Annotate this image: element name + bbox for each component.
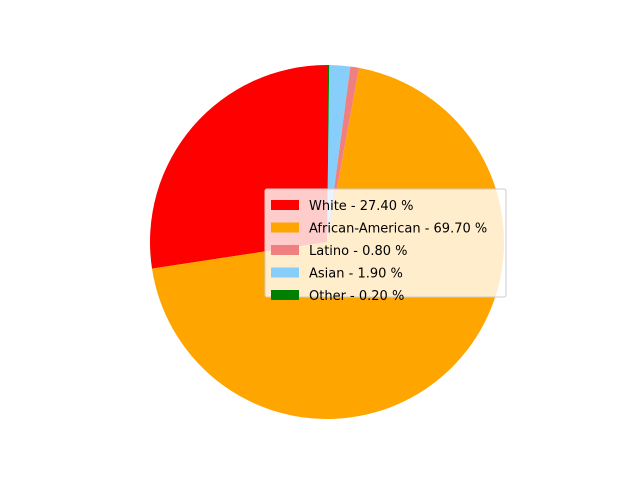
legend-swatch-african-american — [271, 222, 299, 233]
legend-label-african-american: African-American - 69.70 % — [309, 222, 487, 237]
legend: White - 27.40 % African-American - 69.70 … — [264, 188, 507, 304]
legend-swatch-other — [271, 290, 299, 300]
legend-swatch-latino — [271, 245, 299, 255]
legend-label-white: White - 27.40 % — [309, 199, 413, 214]
legend-label-latino: Latino - 0.80 % — [309, 244, 408, 259]
legend-label-asian: Asian - 1.90 % — [309, 267, 403, 282]
legend-swatch-asian — [271, 267, 299, 278]
legend-frame — [264, 188, 507, 298]
legend-label-other: Other - 0.20 % — [309, 289, 404, 304]
legend-swatch-white — [271, 200, 299, 210]
